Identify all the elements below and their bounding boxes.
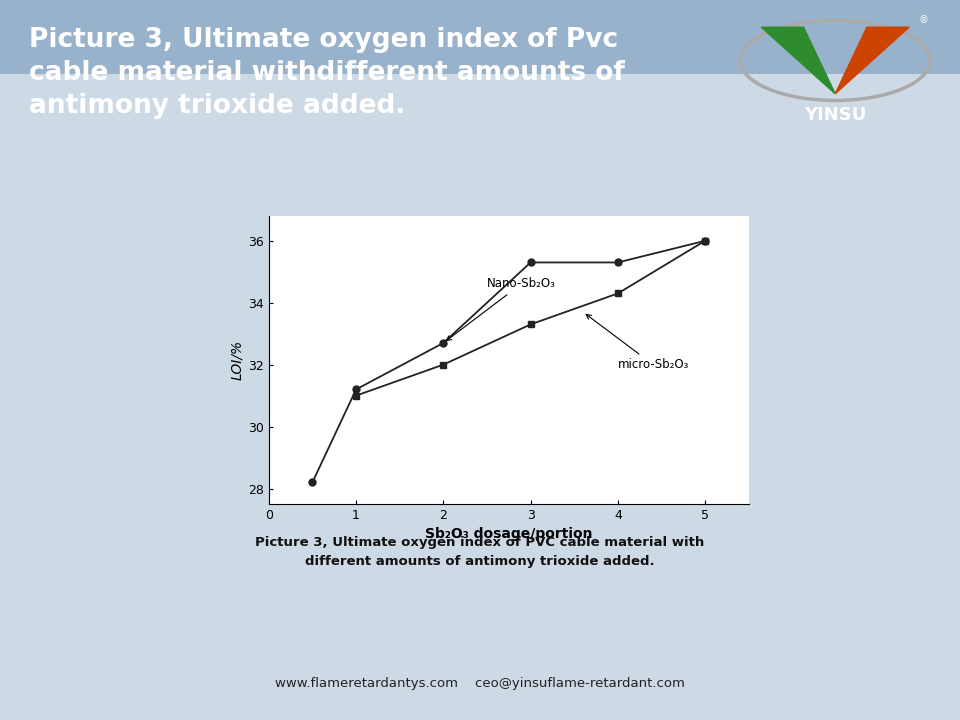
Text: Nano-Sb₂O₃: Nano-Sb₂O₃ [446,277,556,341]
Polygon shape [761,27,835,94]
X-axis label: Sb₂O₃ dosage/portion: Sb₂O₃ dosage/portion [425,528,592,541]
Y-axis label: LOI/%: LOI/% [229,340,244,380]
Polygon shape [835,27,909,94]
Text: ®: ® [919,16,928,25]
Text: Picture 3, Ultimate oxygen index of Pvc
cable material withdifferent amounts of
: Picture 3, Ultimate oxygen index of Pvc … [29,27,625,119]
Text: YINSU: YINSU [804,107,866,125]
Bar [0,0,960,73]
Text: Picture 3, Ultimate oxygen index of PVC cable material with
different amounts of: Picture 3, Ultimate oxygen index of PVC … [255,536,705,568]
Text: micro-Sb₂O₃: micro-Sb₂O₃ [587,315,689,372]
Text: www.flameretardantys.com    ceo@yinsuflame-retardant.com: www.flameretardantys.com ceo@yinsuflame-… [276,677,684,690]
